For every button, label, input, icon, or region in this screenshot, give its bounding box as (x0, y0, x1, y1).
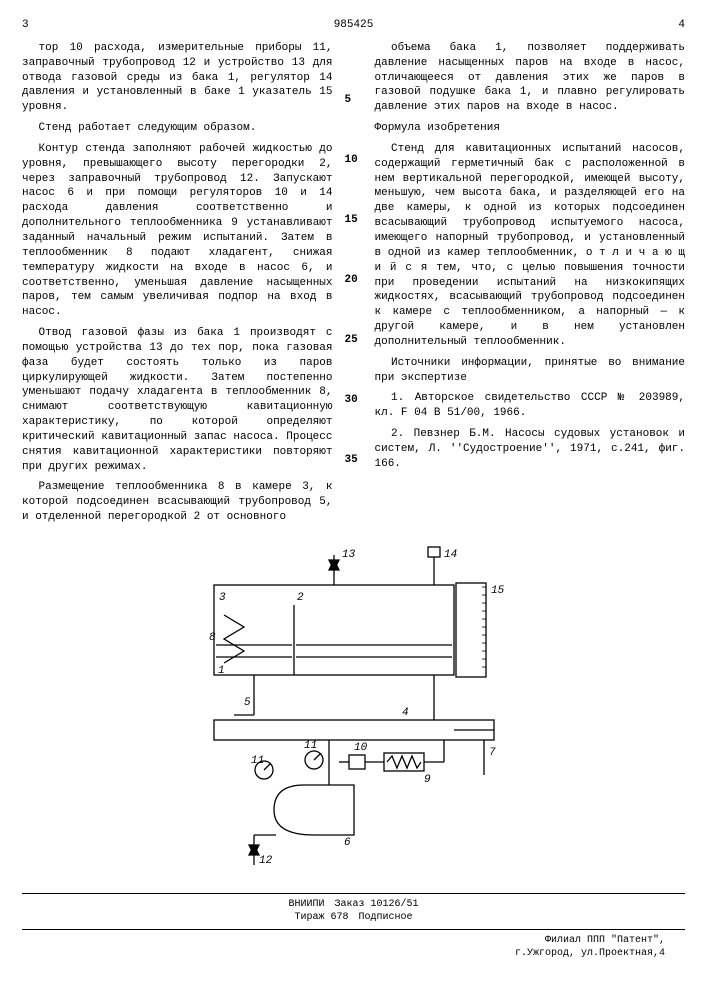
fig-label: 5 (244, 697, 251, 709)
para: Контур стенда заполняют рабочей жидкость… (22, 142, 333, 320)
fig-label: 10 (354, 742, 368, 754)
para: Стенд работает следующим образом. (22, 121, 333, 136)
fig-label: 6 (344, 837, 351, 849)
schematic-svg: 1 2 3 4 5 6 7 8 9 10 11 11 12 13 14 15 (184, 545, 524, 875)
right-column: объема бака 1, позволяет поддерживать да… (375, 41, 686, 531)
line-num: 5 (345, 93, 352, 108)
fig-label: 4 (402, 707, 409, 719)
fig-label: 15 (491, 585, 505, 597)
fig-label: 11 (251, 755, 264, 767)
footer-tirage: Тираж 678 (294, 911, 348, 925)
fig-label: 13 (342, 549, 356, 561)
fig-label: 1 (218, 665, 225, 677)
footer-addr2: г.Ужгород, ул.Проектная,4 (22, 947, 665, 961)
footer-vniip: ВНИИПИ (288, 898, 324, 912)
page-num-right: 4 (665, 18, 685, 33)
line-number-gutter: 5 10 15 20 25 30 35 (345, 41, 363, 461)
page-header: 3 985425 4 (22, 18, 685, 33)
para: объема бака 1, позволяет поддерживать да… (375, 41, 686, 115)
line-num: 15 (345, 213, 358, 228)
footer: ВНИИПИ Заказ 10126/51 Тираж 678 Подписно… (22, 893, 685, 961)
fig-label: 7 (489, 747, 496, 759)
line-num: 10 (345, 153, 358, 168)
para: Размещение теплообменника 8 в камере 3, … (22, 480, 333, 525)
line-num: 20 (345, 273, 358, 288)
para: Отвод газовой фазы из бака 1 производят … (22, 326, 333, 474)
line-num: 35 (345, 453, 358, 468)
source-item: 1. Авторское свидетельство СССР № 203989… (375, 391, 686, 421)
line-num: 25 (345, 333, 358, 348)
page-num-left: 3 (22, 18, 42, 33)
formula-title: Формула изобретения (375, 121, 686, 136)
fig-label: 11 (304, 740, 317, 752)
source-item: 2. Певзнер Б.М. Насосы судовых установок… (375, 427, 686, 472)
footer-order: Заказ 10126/51 (335, 898, 419, 912)
fig-label: 9 (424, 774, 431, 786)
schematic-figure: 1 2 3 4 5 6 7 8 9 10 11 11 12 13 14 15 (22, 545, 685, 881)
patent-number: 985425 (42, 18, 665, 33)
formula-body: Стенд для кавитационных испытаний насосо… (375, 142, 686, 350)
para: тор 10 расхода, измерительные приборы 11… (22, 41, 333, 115)
line-num: 30 (345, 393, 358, 408)
fig-label: 14 (444, 549, 457, 561)
fig-label: 8 (209, 632, 216, 644)
fig-label: 2 (297, 592, 304, 604)
fig-label: 3 (219, 592, 226, 604)
text-columns: тор 10 расхода, измерительные приборы 11… (22, 41, 685, 531)
left-column: тор 10 расхода, измерительные приборы 11… (22, 41, 333, 531)
footer-addr1: Филиал ППП "Патент", (22, 934, 665, 948)
footer-sub: Подписное (359, 911, 413, 925)
sources-title: Источники информации, принятые во вниман… (375, 356, 686, 386)
fig-label: 12 (259, 855, 273, 867)
